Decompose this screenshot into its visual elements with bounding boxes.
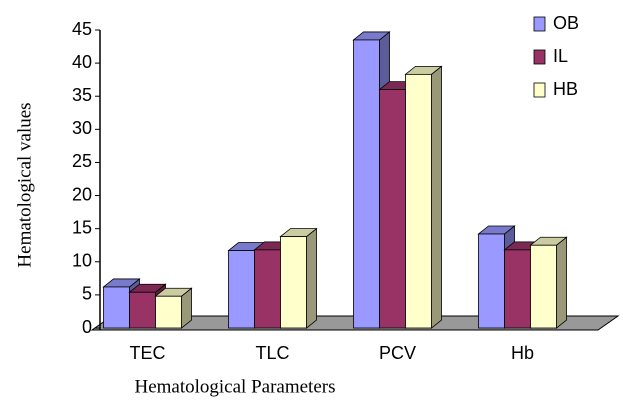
legend-swatch (533, 82, 546, 98)
y-tick-label: 30 (72, 118, 92, 138)
bar (228, 250, 255, 329)
legend-swatch (533, 16, 546, 32)
y-tick-label: 35 (72, 85, 92, 105)
y-tick-label: 25 (72, 151, 92, 171)
y-tick-label: 10 (72, 251, 92, 271)
y-tick-label: 15 (72, 217, 92, 237)
bar (280, 236, 307, 329)
bar-side (431, 65, 442, 329)
bar (155, 295, 182, 329)
x-tick-label: PCV (379, 343, 416, 363)
legend-label: IL (553, 46, 568, 66)
x-tick-label: TLC (255, 343, 289, 363)
bar (405, 73, 432, 329)
y-tick-label: 40 (72, 52, 92, 72)
bar (530, 244, 557, 329)
legend-swatch (533, 49, 546, 65)
y-tick-label: 5 (82, 284, 92, 304)
legend-label: OB (553, 13, 579, 33)
bar (254, 249, 281, 329)
bar (129, 291, 156, 329)
y-tick-label: 20 (72, 184, 92, 204)
bar (379, 89, 406, 329)
y-axis-title: Hematological values (14, 102, 35, 267)
y-tick-label: 45 (72, 19, 92, 39)
x-axis-title: Hematological Parameters (134, 376, 335, 397)
bar (504, 249, 531, 329)
bar (103, 286, 130, 329)
bar-side (556, 236, 567, 329)
bar (353, 39, 380, 329)
x-tick-label: TEC (130, 343, 166, 363)
legend-label: HB (553, 79, 578, 99)
bar (478, 233, 505, 329)
x-tick-label: Hb (511, 343, 534, 363)
y-tick-label: 0 (82, 317, 92, 337)
bar-side (306, 227, 317, 329)
